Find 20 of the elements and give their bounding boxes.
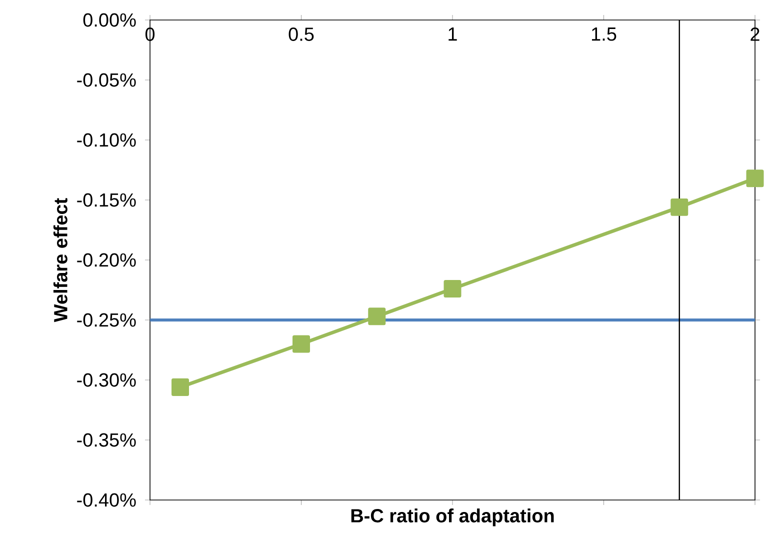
x-axis-title: B-C ratio of adaptation (351, 508, 554, 526)
point (670, 198, 688, 216)
y-tick-label: -0.10% (77, 133, 136, 147)
y-tick-label: -0.30% (77, 373, 136, 387)
y-tick-label: -0.35% (77, 433, 136, 447)
x-tick-label: 0.5 (288, 28, 314, 41)
y-tick-label: -0.40% (77, 493, 136, 507)
point (444, 280, 462, 298)
y-tick-label: -0.15% (77, 193, 136, 207)
point (292, 335, 310, 353)
point (746, 170, 764, 188)
y-tick-label: -0.05% (77, 73, 136, 87)
y-axis-title: Welfare effect (53, 198, 68, 322)
point (172, 378, 190, 396)
y-tick-label: 0.00% (83, 13, 136, 27)
y-tick-label: -0.20% (77, 253, 136, 267)
point (368, 308, 386, 326)
x-tick-label: 1 (448, 28, 457, 41)
y-tick-label: -0.25% (77, 313, 136, 327)
x-tick-label: 1.5 (592, 28, 616, 41)
